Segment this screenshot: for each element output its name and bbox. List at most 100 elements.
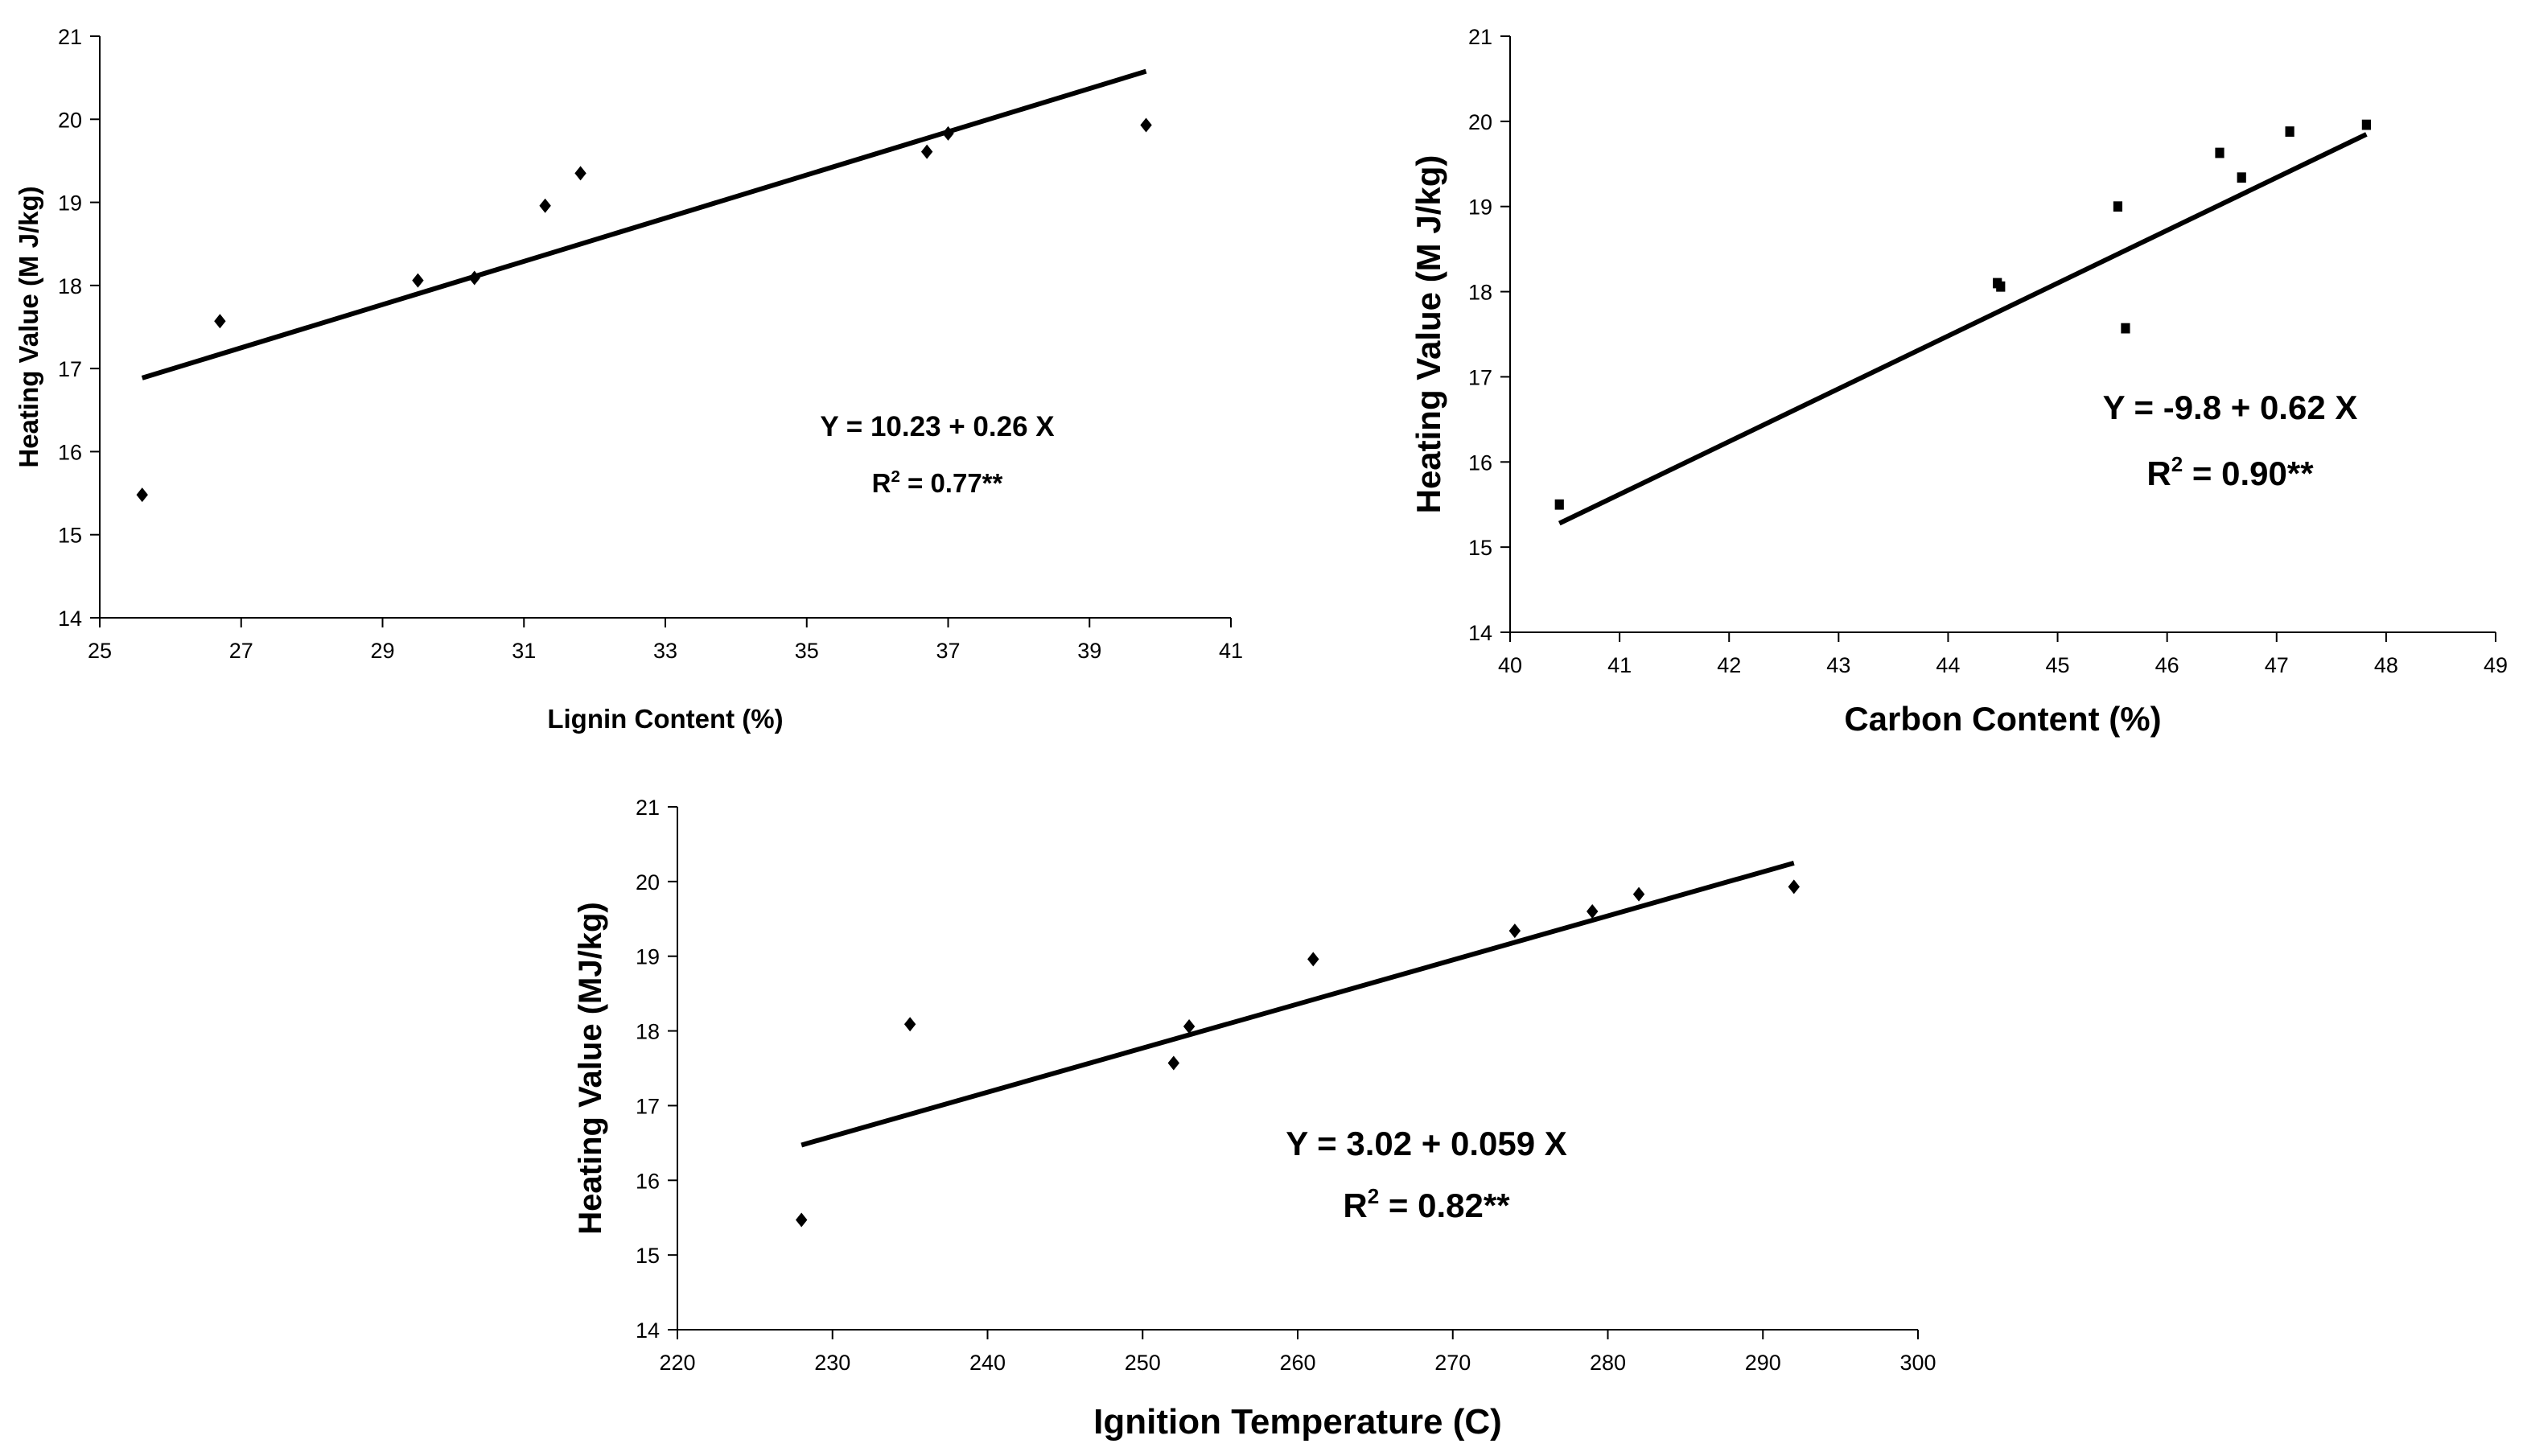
y-axis-label: Heating Value (M J/kg): [14, 186, 43, 467]
y-tick-label: 21: [636, 796, 660, 820]
x-tick-label: 280: [1590, 1351, 1626, 1375]
data-point: [1140, 117, 1152, 133]
x-tick-label: 44: [1936, 653, 1960, 677]
chart-lignin-content: 25 27 29 31 33 35 37 39 41 14 15 16 17 18 19 20 21 Lignin…: [14, 25, 1243, 734]
y-tick-label: 16: [1468, 450, 1492, 475]
y-tick-label: 18: [636, 1020, 660, 1044]
r-squared-exponent: 2: [2171, 452, 2183, 476]
x-axis-label: Lignin Content (%): [547, 704, 783, 734]
r-squared-symbol: R: [872, 468, 891, 498]
x-tick-label: 45: [2046, 653, 2070, 677]
data-point: [2237, 172, 2246, 183]
r-squared-value: = 0.82**: [1379, 1187, 1510, 1224]
data-point: [539, 198, 551, 213]
x-tick-label: 41: [1219, 639, 1243, 663]
y-tick-label: 14: [636, 1318, 660, 1343]
x-tick-label: 260: [1279, 1351, 1315, 1375]
chart-carbon-content: 40 41 42 43 44 45 46 47 48 49 14 15 16 17 18 19 20 21 Carb…: [1410, 25, 2508, 738]
x-tick-label: 37: [936, 639, 960, 663]
y-tick-label: 16: [58, 440, 82, 464]
data-point: [2361, 119, 2371, 130]
data-point: [136, 487, 148, 503]
data-point: [2113, 201, 2123, 212]
y-tick-label: 19: [636, 945, 660, 969]
y-tick-label: 21: [1468, 25, 1492, 49]
data-point: [1996, 281, 2006, 292]
x-tick-label: 39: [1077, 639, 1101, 663]
data-point: [1788, 879, 1800, 895]
data-point: [412, 273, 424, 288]
data-point: [214, 314, 226, 329]
y-tick-label: 15: [58, 524, 82, 548]
y-tick-label: 21: [58, 25, 82, 49]
y-tick-label: 20: [1468, 110, 1492, 134]
y-tick-label: 17: [636, 1094, 660, 1118]
r-squared-value: = 0.77**: [900, 468, 1003, 498]
data-point: [1167, 1055, 1179, 1071]
x-axis-label: Ignition Temperature (C): [1093, 1402, 1502, 1442]
chart-ignition-temperature: 220 230 240 250 260 270 280 290 3001415161718192…: [573, 796, 1936, 1442]
data-point: [574, 166, 586, 181]
x-tick-label: 43: [1826, 653, 1850, 677]
y-tick-label: 15: [1468, 536, 1492, 560]
y-tick-label: 18: [58, 274, 82, 298]
data-point: [920, 144, 933, 159]
x-tick-label: 41: [1607, 653, 1632, 677]
x-tick-label: 290: [1745, 1351, 1781, 1375]
x-tick-label: 42: [1717, 653, 1741, 677]
y-tick-label: 19: [58, 191, 82, 216]
y-tick-label: 20: [636, 870, 660, 895]
data-point: [2121, 323, 2130, 334]
y-axis-label: Heating Value (MJ/kg): [573, 902, 608, 1234]
data-point: [903, 1017, 916, 1032]
data-point: [2215, 147, 2225, 158]
r-squared-symbol: R: [1343, 1187, 1367, 1224]
data-point: [1554, 499, 1564, 510]
y-tick-label: 18: [1468, 281, 1492, 305]
x-tick-label: 48: [2374, 653, 2398, 677]
trend-line: [1558, 132, 2368, 526]
trend-line: [141, 68, 1147, 380]
x-tick-label: 230: [814, 1351, 850, 1375]
r-squared-exponent: 2: [891, 467, 899, 486]
x-tick-label: 47: [2265, 653, 2289, 677]
x-tick-label: 40: [1498, 653, 1522, 677]
x-tick-label: 27: [229, 639, 253, 663]
regression-equation: Y = 3.02 + 0.059 X: [1286, 1125, 1567, 1162]
y-tick-label: 17: [1468, 365, 1492, 389]
x-tick-label: 33: [653, 639, 677, 663]
r-squared: R2 = 0.77**: [872, 467, 1003, 498]
x-tick-label: 49: [2484, 653, 2508, 677]
trend-line: [800, 860, 1795, 1148]
r-squared: R2 = 0.90**: [2146, 452, 2314, 492]
data-point: [1587, 904, 1599, 919]
regression-equation: Y = -9.8 + 0.62 X: [2103, 389, 2358, 426]
data-point: [1307, 952, 1319, 967]
y-tick-label: 15: [636, 1244, 660, 1268]
data-point: [942, 125, 954, 141]
x-tick-label: 29: [370, 639, 394, 663]
y-tick-label: 14: [58, 607, 82, 631]
data-point: [1508, 923, 1521, 939]
data-point: [2285, 126, 2294, 137]
y-tick-label: 14: [1468, 621, 1492, 645]
x-axis-label: Carbon Content (%): [1844, 700, 2161, 738]
data-point: [1632, 886, 1645, 902]
x-tick-label: 31: [512, 639, 536, 663]
x-tick-label: 250: [1125, 1351, 1161, 1375]
x-tick-label: 300: [1899, 1351, 1936, 1375]
y-tick-label: 16: [636, 1169, 660, 1193]
r-squared-exponent: 2: [1368, 1184, 1379, 1208]
regression-equation: Y = 10.23 + 0.26 X: [820, 411, 1055, 442]
x-tick-label: 35: [795, 639, 819, 663]
y-axis-label: Heating Value (M J/kg): [1410, 155, 1447, 514]
x-tick-label: 46: [2155, 653, 2179, 677]
r-squared-value: = 0.90**: [2183, 454, 2314, 492]
r-squared: R2 = 0.82**: [1343, 1184, 1510, 1224]
x-tick-label: 25: [88, 639, 112, 663]
x-tick-label: 270: [1434, 1351, 1471, 1375]
y-tick-label: 20: [58, 108, 82, 132]
data-point: [796, 1212, 808, 1228]
